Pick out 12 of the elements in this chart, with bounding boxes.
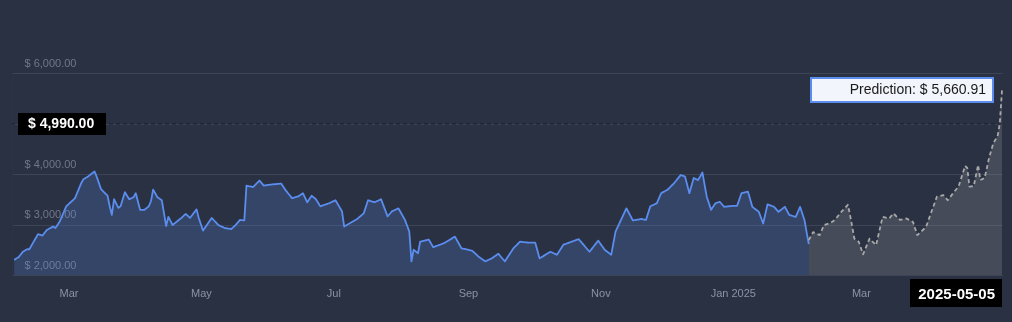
x-tick-label: Jan 2025 xyxy=(710,286,756,299)
x-tick-label: May xyxy=(190,286,213,299)
x-tick-label: Mar xyxy=(851,286,872,299)
y-tick-label: $ 4,000.00 xyxy=(24,157,77,170)
x-tick-label: Mar xyxy=(59,286,79,299)
text: 2025-05-05 xyxy=(918,285,995,302)
y-tick-label: $ 6,000.00 xyxy=(24,56,77,69)
x-tick-label: Jul xyxy=(326,286,341,299)
ref-line-label: $ 4,990.00 xyxy=(28,115,95,132)
x-tick-label: Nov xyxy=(591,286,612,299)
x-tick-label: Sep xyxy=(458,286,479,299)
annotation: Prediction: $ 5,660.91 xyxy=(849,81,987,98)
